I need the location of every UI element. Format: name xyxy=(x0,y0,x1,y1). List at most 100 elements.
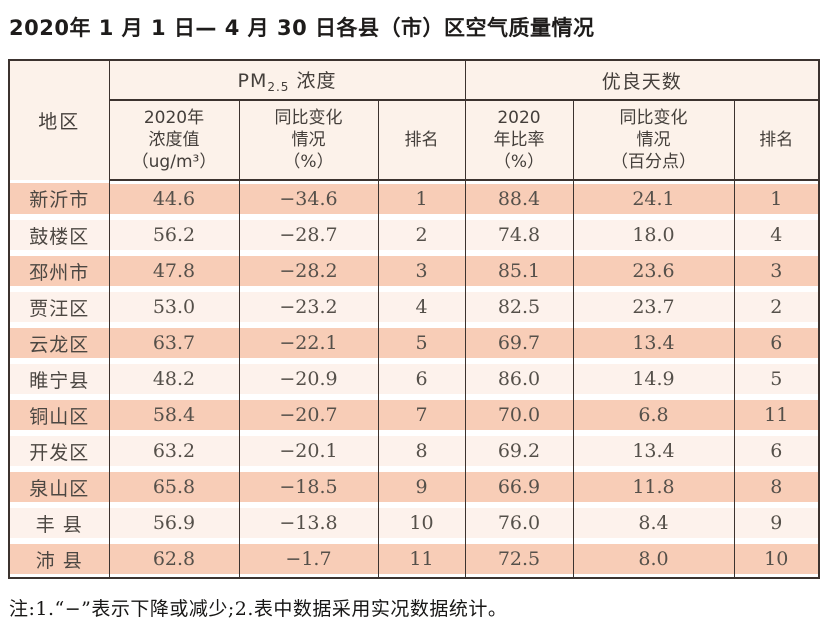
air-quality-table: 地区 PM2.5 浓度 优良天数 2020年 浓度值 （ug/m³） 同比变化 … xyxy=(8,59,821,579)
gooddays-rank-cell: 8 xyxy=(733,469,820,505)
gooddays-ratio-cell: 70.0 xyxy=(464,397,574,433)
gooddays-change-cell: 23.7 xyxy=(572,289,735,325)
pm25-subscript: 2.5 xyxy=(267,80,290,94)
gooddays-change-cell: 8.4 xyxy=(572,505,735,541)
gooddays-ratio-cell: 76.0 xyxy=(464,505,574,541)
gooddays-rank-cell: 2 xyxy=(733,289,820,325)
gooddays-rank-cell: 3 xyxy=(733,253,820,289)
gooddays-ratio-cell: 72.5 xyxy=(464,541,574,578)
gooddays-ratio-cell: 85.1 xyxy=(464,253,574,289)
pm25-change-cell: −23.2 xyxy=(238,289,379,325)
pm25-change-cell: −1.7 xyxy=(238,541,379,578)
pm25-change-cell: −20.7 xyxy=(238,397,379,433)
header-sub-row: 2020年 浓度值 （ug/m³） 同比变化 情况 （%） 排名 2020 年比… xyxy=(9,100,820,181)
pm25-label: PM xyxy=(237,70,268,92)
pm25-change-cell: −18.5 xyxy=(238,469,379,505)
pm25-value-cell: 44.6 xyxy=(108,180,240,217)
pm25-value-cell: 65.8 xyxy=(108,469,240,505)
pm25-value-cell: 63.2 xyxy=(108,433,240,469)
pm25-rank-cell: 6 xyxy=(377,361,466,397)
pm25-rank-cell: 7 xyxy=(377,397,466,433)
gooddays-rank-cell: 4 xyxy=(733,217,820,253)
pm25-value-cell: 63.7 xyxy=(108,325,240,361)
gooddays-change-cell: 8.0 xyxy=(572,541,735,578)
header-gooddays-rank: 排名 xyxy=(733,100,820,181)
pm25-value-cell: 53.0 xyxy=(108,289,240,325)
pm25-rank-cell: 10 xyxy=(377,505,466,541)
region-cell: 贾汪区 xyxy=(8,289,110,325)
region-cell: 铜山区 xyxy=(8,397,110,433)
pm25-value-cell: 48.2 xyxy=(108,361,240,397)
region-cell: 睢宁县 xyxy=(8,361,110,397)
table-row: 鼓楼区 56.2 −28.7 2 74.8 18.0 4 xyxy=(8,217,820,253)
pm25-change-cell: −20.1 xyxy=(238,433,379,469)
table-body: 新沂市 44.6 −34.6 1 88.4 24.1 1 鼓楼区 56.2 −2… xyxy=(8,180,820,578)
gooddays-change-cell: 13.4 xyxy=(572,325,735,361)
region-cell: 鼓楼区 xyxy=(8,217,110,253)
pm25-rank-cell: 1 xyxy=(377,180,466,217)
table-row: 铜山区 58.4 −20.7 7 70.0 6.8 11 xyxy=(8,397,820,433)
table-row: 开发区 63.2 −20.1 8 69.2 13.4 6 xyxy=(8,433,820,469)
table-row: 睢宁县 48.2 −20.9 6 86.0 14.9 5 xyxy=(8,361,820,397)
region-cell: 丰 县 xyxy=(8,505,110,541)
gooddays-change-cell: 14.9 xyxy=(572,361,735,397)
pm25-rank-cell: 3 xyxy=(377,253,466,289)
gooddays-rank-cell: 6 xyxy=(733,433,820,469)
page-title: 2020年 1 月 1 日— 4 月 30 日各县（市）区空气质量情况 xyxy=(9,16,595,40)
region-cell: 新沂市 xyxy=(8,180,110,217)
gooddays-rank-cell: 9 xyxy=(733,505,820,541)
region-cell: 云龙区 xyxy=(8,325,110,361)
table-row: 云龙区 63.7 −22.1 5 69.7 13.4 6 xyxy=(8,325,820,361)
pm25-change-cell: −28.2 xyxy=(238,253,379,289)
pm25-value-cell: 62.8 xyxy=(108,541,240,578)
pm25-value-cell: 58.4 xyxy=(108,397,240,433)
header-group-row: 地区 PM2.5 浓度 优良天数 xyxy=(8,60,820,180)
pm25-rank-cell: 8 xyxy=(377,433,466,469)
pm25-value-cell: 56.9 xyxy=(108,505,240,541)
region-cell: 邳州市 xyxy=(8,253,110,289)
gooddays-rank-cell: 5 xyxy=(733,361,820,397)
gooddays-rank-cell: 6 xyxy=(733,325,820,361)
gooddays-rank-cell: 11 xyxy=(733,397,820,433)
gooddays-ratio-cell: 69.2 xyxy=(464,433,574,469)
table-row: 丰 县 56.9 −13.8 10 76.0 8.4 9 xyxy=(8,505,820,541)
table-header: 地区 PM2.5 浓度 优良天数 2020年 浓度值 （ug/m³） 同比变化 … xyxy=(8,60,820,181)
header-gooddays-ratio: 2020 年比率 （%） xyxy=(464,100,574,181)
footnote: 注:1.“−”表示下降或减少;2.表中数据采用实况数据统计。 xyxy=(9,598,508,620)
header-group-good-days: 优良天数 xyxy=(464,60,820,101)
gooddays-rank-cell: 10 xyxy=(733,541,820,578)
table-row: 新沂市 44.6 −34.6 1 88.4 24.1 1 xyxy=(8,180,820,217)
pm25-change-cell: −20.9 xyxy=(238,361,379,397)
table-row: 沛 县 62.8 −1.7 11 72.5 8.0 10 xyxy=(8,541,820,578)
pm25-change-cell: −34.6 xyxy=(238,180,379,217)
region-cell: 开发区 xyxy=(8,433,110,469)
pm25-rank-cell: 4 xyxy=(377,289,466,325)
gooddays-ratio-cell: 74.8 xyxy=(464,217,574,253)
pm25-change-cell: −13.8 xyxy=(238,505,379,541)
gooddays-change-cell: 23.6 xyxy=(572,253,735,289)
pm25-rank-cell: 5 xyxy=(377,325,466,361)
pm25-rank-cell: 2 xyxy=(377,217,466,253)
gooddays-change-cell: 24.1 xyxy=(572,180,735,217)
table-row: 泉山区 65.8 −18.5 9 66.9 11.8 8 xyxy=(8,469,820,505)
pm25-value-cell: 47.8 xyxy=(108,253,240,289)
gooddays-ratio-cell: 82.5 xyxy=(464,289,574,325)
header-pm25-value: 2020年 浓度值 （ug/m³） xyxy=(108,100,240,181)
region-cell: 沛 县 xyxy=(8,541,110,578)
table-row: 邳州市 47.8 −28.2 3 85.1 23.6 3 xyxy=(8,253,820,289)
pm25-rank-cell: 9 xyxy=(377,469,466,505)
gooddays-change-cell: 18.0 xyxy=(572,217,735,253)
header-gooddays-change: 同比变化 情况 （百分点） xyxy=(572,100,735,181)
header-group-pm25: PM2.5 浓度 xyxy=(108,60,466,101)
table-row: 贾汪区 53.0 −23.2 4 82.5 23.7 2 xyxy=(8,289,820,325)
gooddays-change-cell: 13.4 xyxy=(572,433,735,469)
gooddays-change-cell: 11.8 xyxy=(572,469,735,505)
gooddays-rank-cell: 1 xyxy=(733,180,820,217)
header-pm25-change: 同比变化 情况 （%） xyxy=(238,100,379,181)
header-region: 地区 xyxy=(8,60,110,180)
pm25-change-cell: −22.1 xyxy=(238,325,379,361)
pm25-change-cell: −28.7 xyxy=(238,217,379,253)
pm25-rank-cell: 11 xyxy=(377,541,466,578)
region-cell: 泉山区 xyxy=(8,469,110,505)
